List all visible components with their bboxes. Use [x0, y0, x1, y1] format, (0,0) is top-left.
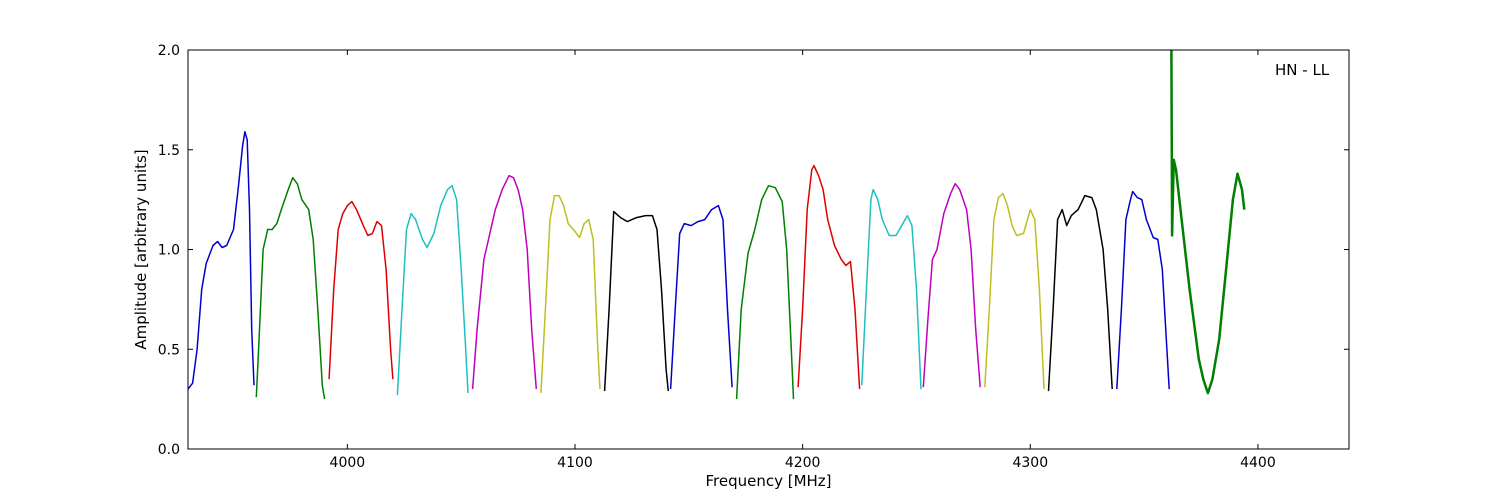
chart-annotation: HN - LL: [1275, 61, 1330, 79]
series-line-13: [984, 192, 1045, 390]
x-tick-label: 4400: [1240, 455, 1276, 471]
series-line-1: [188, 131, 255, 390]
series-line-16: [1170, 50, 1246, 395]
x-tick-label: 4200: [785, 455, 821, 471]
series-line-15: [1116, 190, 1170, 390]
x-tick-label: 4000: [330, 455, 366, 471]
x-axis-label: Frequency [MHz]: [705, 472, 831, 490]
ticks-layer: 4000 4100 4200 4300 4400 0.0 0.5 1.0 1.5 2.0: [158, 43, 1349, 471]
y-axis-label: Amplitude [arbitrary units]: [132, 149, 150, 349]
y-tick-label: 2.0: [158, 43, 180, 59]
y-tick-label: 0.0: [158, 442, 180, 458]
series-line-11: [861, 188, 922, 390]
series-layer: [188, 50, 1246, 400]
x-tick-label: 4300: [1012, 455, 1048, 471]
series-line-7: [603, 210, 670, 392]
x-tick-label: 4100: [557, 455, 593, 471]
plot-frame: [187, 49, 1350, 450]
series-line-8: [669, 204, 733, 390]
series-line-3: [328, 200, 394, 380]
series-line-5: [471, 174, 538, 390]
y-tick-label: 0.5: [158, 342, 180, 358]
series-line-2: [255, 176, 326, 400]
series-line-4: [396, 184, 469, 396]
series-line-10: [797, 164, 861, 390]
y-tick-label: 1.0: [158, 243, 180, 259]
y-tick-label: 1.5: [158, 143, 180, 159]
series-line-9: [735, 184, 795, 400]
series-line-6: [540, 194, 601, 394]
series-line-14: [1047, 194, 1113, 392]
series-line-12: [922, 182, 981, 388]
